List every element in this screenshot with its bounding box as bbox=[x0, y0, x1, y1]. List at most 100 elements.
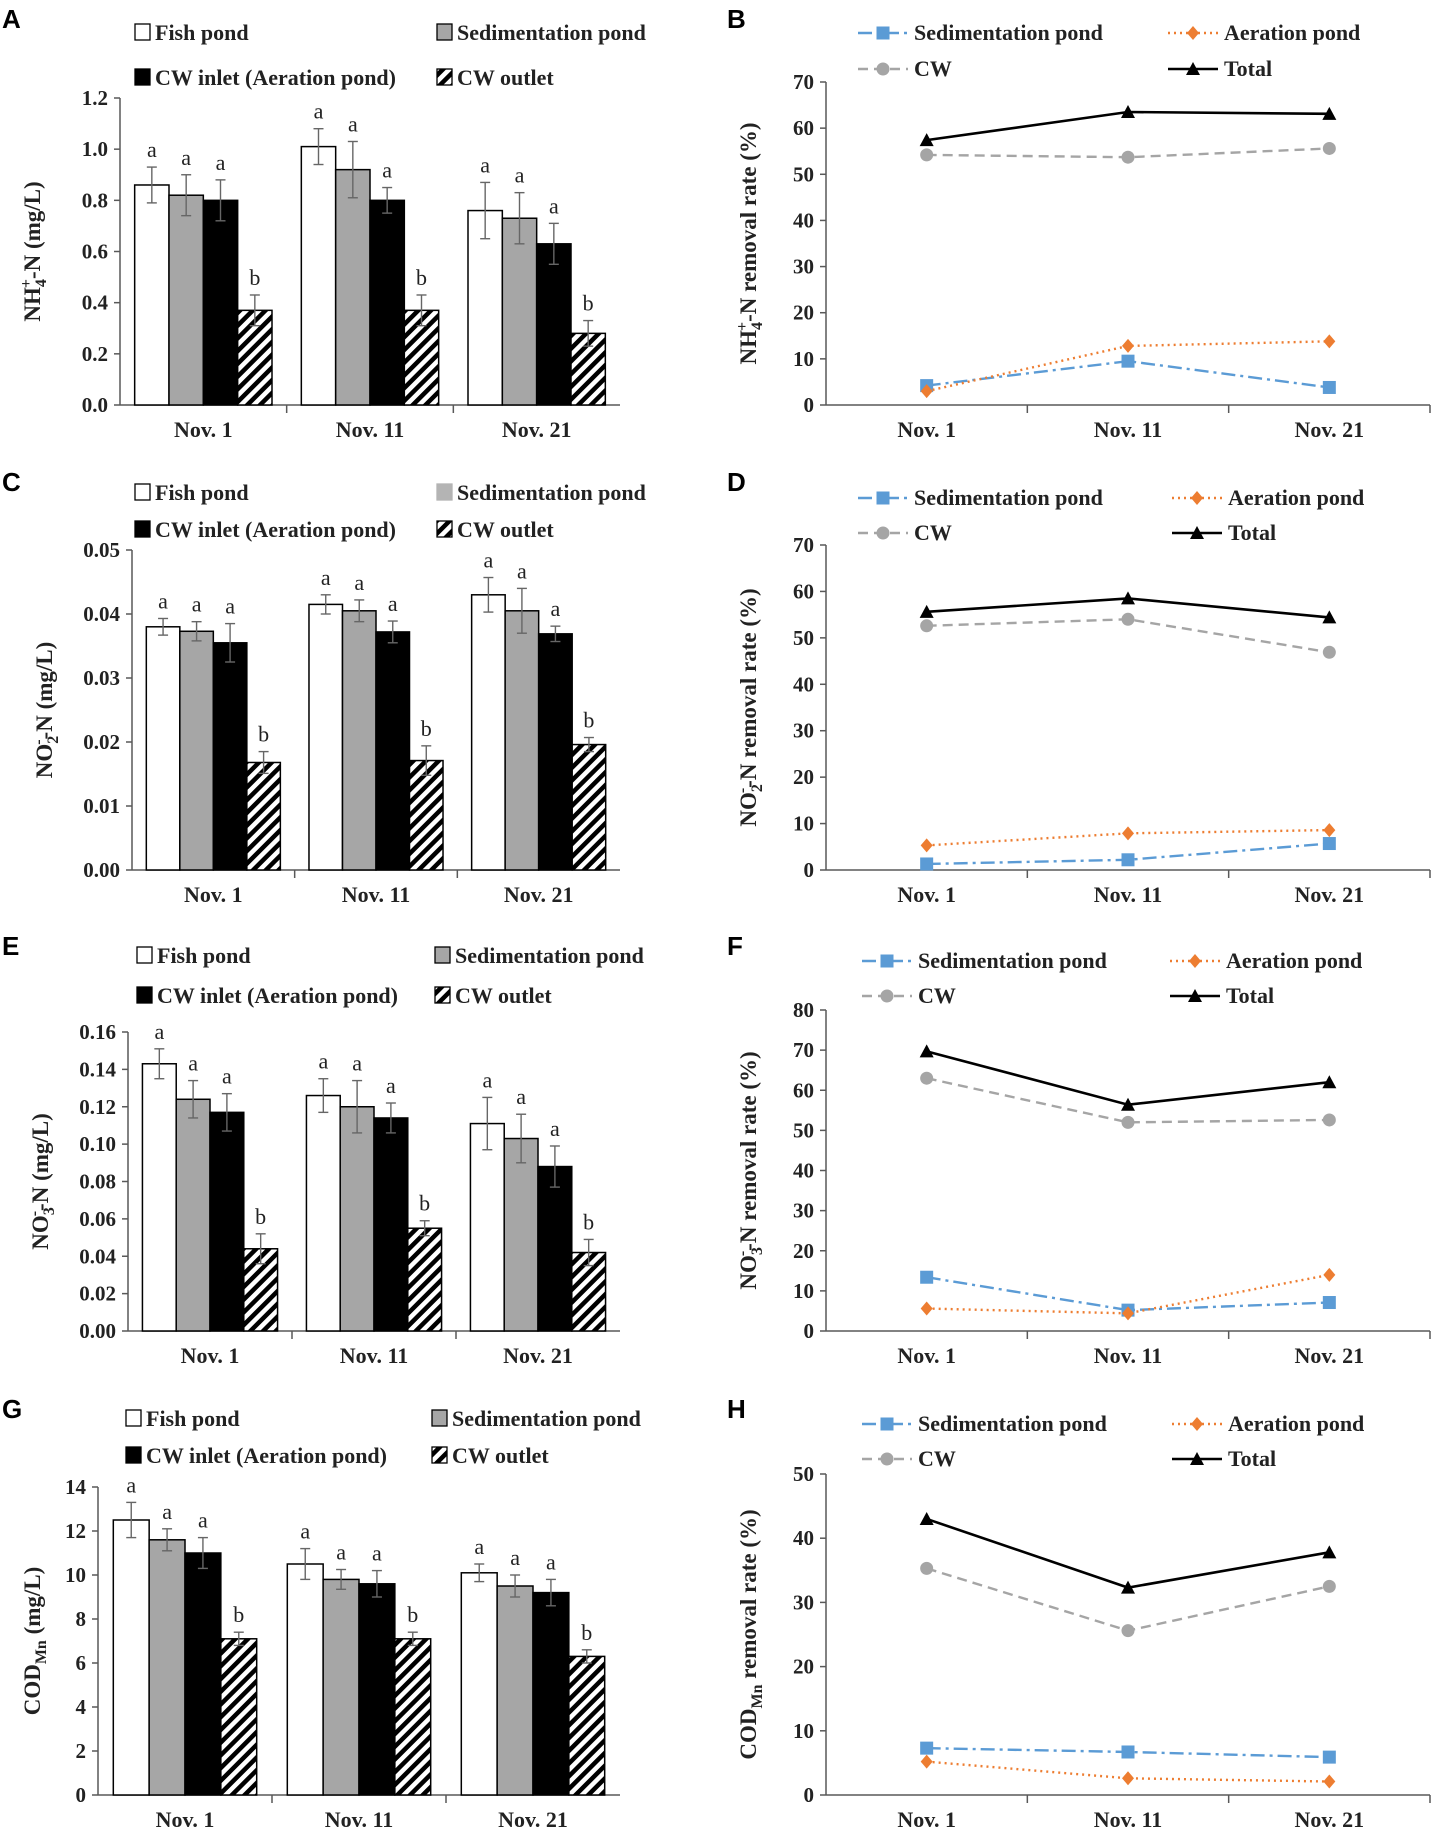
panel-letter: C bbox=[2, 467, 21, 497]
bar-outlet bbox=[408, 759, 444, 871]
legend-label: Aeration pond bbox=[1228, 485, 1364, 510]
significance-letter: b bbox=[255, 1204, 266, 1229]
legend-label: CW inlet (Aeration pond) bbox=[157, 983, 398, 1008]
x-tick-label: Nov. 1 bbox=[174, 417, 233, 442]
data-point-total bbox=[919, 1511, 934, 1525]
y-axis-label-text: CODMn removal rate (%) bbox=[736, 1509, 766, 1759]
y-tick-label: 80 bbox=[793, 998, 814, 1022]
y-tick-label: 40 bbox=[793, 1526, 814, 1550]
y-tick-label: 8 bbox=[76, 1607, 87, 1631]
data-point-sed bbox=[1322, 380, 1336, 394]
y-label-superscript: - bbox=[26, 1211, 43, 1216]
y-tick-label: 20 bbox=[793, 301, 814, 325]
significance-letter: a bbox=[162, 1499, 172, 1524]
y-axis-label: NO3--N (mg/L) bbox=[26, 1113, 58, 1250]
line-chart-H: 0 10 20 30 40 50 Nov. 1 Nov. 11 Nov. 21 Sedimenta… bbox=[793, 1411, 1431, 1832]
data-point-total bbox=[1121, 1580, 1135, 1594]
data-point-sed bbox=[920, 1270, 934, 1284]
legend-label: CW outlet bbox=[455, 983, 552, 1008]
y-tick-label: 0.05 bbox=[83, 538, 120, 562]
legend-label: CW inlet (Aeration pond) bbox=[146, 1443, 387, 1468]
significance-letter: b bbox=[419, 1191, 430, 1216]
y-label-main: COD bbox=[20, 1664, 45, 1715]
y-tick-label: 40 bbox=[793, 208, 814, 232]
legend-swatch-fish bbox=[125, 1409, 142, 1427]
data-point-total bbox=[1121, 1097, 1135, 1111]
data-point-aer bbox=[1323, 1267, 1336, 1282]
y-label-main: NO bbox=[32, 744, 57, 779]
legend-marker-sed bbox=[880, 1417, 894, 1431]
y-tick-label: 1.2 bbox=[82, 86, 108, 110]
legend-marker-total bbox=[1190, 1452, 1204, 1465]
data-point-cw bbox=[1322, 645, 1336, 659]
significance-letter: a bbox=[181, 145, 191, 170]
bar-inlet bbox=[358, 1583, 396, 1796]
legend-swatch-inlet bbox=[125, 1446, 142, 1464]
data-point-cw bbox=[1121, 612, 1135, 626]
legend-label: Aeration pond bbox=[1228, 1411, 1364, 1436]
legend-label: Sedimentation pond bbox=[455, 943, 644, 968]
legend-swatch-outlet bbox=[436, 520, 453, 538]
bar-inlet bbox=[369, 199, 406, 406]
y-label-superscript: - bbox=[734, 788, 751, 793]
y-tick-label: 70 bbox=[793, 1038, 814, 1062]
significance-letter: a bbox=[474, 1534, 484, 1559]
data-point-total bbox=[1322, 1545, 1337, 1559]
x-tick-label: Nov. 21 bbox=[504, 882, 574, 907]
data-point-aer bbox=[920, 838, 933, 853]
y-tick-label: 1.0 bbox=[82, 137, 108, 161]
legend-label: Sedimentation pond bbox=[452, 1406, 641, 1431]
significance-letter: a bbox=[154, 1019, 164, 1044]
bar-sedimentation bbox=[501, 217, 538, 406]
y-tick-label: 0.03 bbox=[83, 666, 120, 690]
bar-sedimentation bbox=[175, 1098, 211, 1332]
y-axis-label-text: NO3--N (mg/L) bbox=[26, 1113, 58, 1250]
y-axis-label: CODMn removal rate (%) bbox=[736, 1509, 766, 1759]
legend-label: CW inlet (Aeration pond) bbox=[155, 65, 396, 90]
y-label-superscript: - bbox=[734, 1251, 751, 1256]
legend-label: Sedimentation pond bbox=[918, 948, 1107, 973]
bar-outlet bbox=[568, 1655, 606, 1796]
legend-label: Total bbox=[1224, 56, 1272, 81]
y-tick-label: 0.01 bbox=[83, 794, 120, 818]
series-line-aer bbox=[926, 1273, 1330, 1315]
x-tick-label: Nov. 11 bbox=[325, 1807, 393, 1832]
series-line-total bbox=[926, 1050, 1330, 1107]
bar-fish bbox=[460, 1572, 498, 1796]
bar-sedimentation bbox=[341, 610, 377, 871]
y-label-main: NH bbox=[736, 330, 761, 365]
significance-letter: a bbox=[372, 1541, 382, 1566]
bar-fish bbox=[470, 594, 506, 871]
data-point-aer bbox=[1323, 823, 1336, 838]
significance-letter: a bbox=[198, 1508, 208, 1533]
x-tick-label: Nov. 21 bbox=[1294, 417, 1364, 442]
legend-label: CW bbox=[918, 1446, 956, 1471]
bar-fish bbox=[145, 626, 181, 871]
y-label-superscript: + bbox=[734, 322, 751, 331]
y-tick-label: 30 bbox=[793, 255, 814, 279]
y-axis-label: NH4+-N (mg/L) bbox=[18, 181, 50, 321]
significance-letter: a bbox=[336, 1540, 346, 1565]
y-tick-label: 70 bbox=[793, 70, 814, 94]
y-tick-label: 0 bbox=[804, 1319, 815, 1343]
y-tick-label: 0.04 bbox=[79, 1244, 116, 1268]
legend-swatch-outlet bbox=[434, 986, 451, 1004]
y-tick-label: 0.0 bbox=[82, 393, 108, 417]
y-tick-label: 10 bbox=[793, 812, 814, 836]
significance-letter: a bbox=[318, 1049, 328, 1074]
bar-inlet bbox=[202, 199, 239, 406]
significance-letter: b bbox=[416, 265, 427, 290]
y-tick-label: 20 bbox=[793, 1655, 814, 1679]
y-axis-label: CODMn (mg/L) bbox=[20, 1567, 50, 1716]
data-point-aer bbox=[1323, 334, 1336, 349]
y-axis-label: NO3--N removal rate (%) bbox=[734, 1051, 766, 1289]
bar-sedimentation bbox=[322, 1578, 360, 1796]
significance-letter: a bbox=[480, 152, 490, 177]
significance-letter: a bbox=[484, 548, 494, 573]
legend-marker-sed bbox=[880, 954, 894, 968]
legend-label: Fish pond bbox=[155, 480, 249, 505]
data-point-cw bbox=[1322, 1113, 1336, 1127]
y-label-subscript: Mn bbox=[33, 1640, 50, 1664]
y-label-main: NO bbox=[736, 792, 761, 827]
